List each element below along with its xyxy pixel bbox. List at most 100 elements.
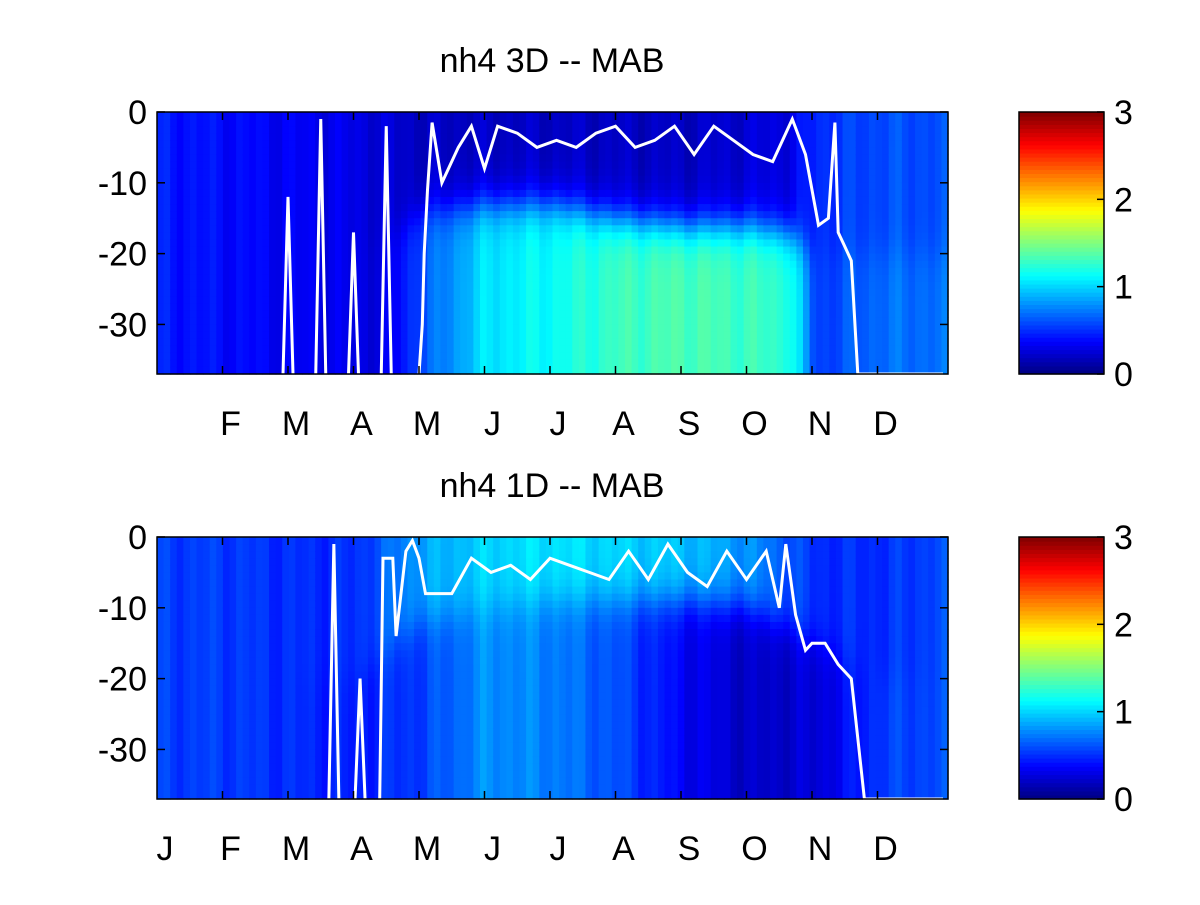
heatmap-cell <box>579 360 586 368</box>
heatmap-cell <box>783 353 790 361</box>
heatmap-cell <box>816 339 823 347</box>
heatmap-cell <box>414 112 421 120</box>
heatmap-cell <box>513 162 520 170</box>
heatmap-cell <box>177 225 184 233</box>
heatmap-cell <box>375 112 382 120</box>
heatmap-cell <box>427 303 434 311</box>
heatmap-cell <box>157 360 164 368</box>
heatmap-cell <box>585 247 592 255</box>
heatmap-cell <box>750 360 757 368</box>
heatmap-cell <box>849 140 856 148</box>
heatmap-cell <box>816 275 823 283</box>
heatmap-cell <box>157 615 164 623</box>
heatmap-cell <box>480 353 487 361</box>
heatmap-cell <box>539 332 546 340</box>
heatmap-cell <box>671 332 678 340</box>
heatmap-cell <box>816 247 823 255</box>
heatmap-cell <box>829 211 836 219</box>
heatmap-cell <box>546 254 553 262</box>
heatmap-cell <box>592 275 599 283</box>
heatmap-cell <box>309 204 316 212</box>
heatmap-cell <box>190 728 197 736</box>
heatmap-cell <box>790 190 797 198</box>
heatmap-cell <box>757 162 764 170</box>
heatmap-cell <box>493 275 500 283</box>
heatmap-cell <box>559 162 566 170</box>
heatmap-cell <box>467 353 474 361</box>
heatmap-cell <box>744 211 751 219</box>
heatmap-cell <box>770 119 777 127</box>
heatmap-cell <box>190 544 197 552</box>
heatmap-cell <box>717 332 724 340</box>
heatmap-cell <box>210 183 217 191</box>
heatmap-cell <box>328 183 335 191</box>
heatmap-cell <box>434 268 441 276</box>
heatmap-cell <box>902 268 909 276</box>
heatmap-cell <box>869 169 876 177</box>
heatmap-cell <box>375 176 382 184</box>
heatmap-cell <box>203 247 210 255</box>
heatmap-cell <box>401 211 408 219</box>
heatmap-cell <box>157 225 164 233</box>
heatmap-cell <box>704 254 711 262</box>
heatmap-cell <box>875 112 882 120</box>
heatmap-cell <box>190 693 197 701</box>
heatmap-cell <box>612 282 619 290</box>
x-tick-label: M <box>413 405 441 443</box>
heatmap-cell <box>368 247 375 255</box>
heatmap-cell <box>368 296 375 304</box>
heatmap-cell <box>770 332 777 340</box>
heatmap-cell <box>170 140 177 148</box>
heatmap-cell <box>190 303 197 311</box>
heatmap-cell <box>935 310 942 318</box>
heatmap-cell <box>816 310 823 318</box>
heatmap-cell <box>197 204 204 212</box>
heatmap-cell <box>157 565 164 573</box>
heatmap-cell <box>632 133 639 141</box>
heatmap-cell <box>487 317 494 325</box>
heatmap-cell <box>915 232 922 240</box>
heatmap-cell <box>375 225 382 233</box>
heatmap-cell <box>355 112 362 120</box>
heatmap-cell <box>230 587 237 595</box>
heatmap-cell <box>164 204 171 212</box>
heatmap-cell <box>210 140 217 148</box>
heatmap-cell <box>216 140 223 148</box>
heatmap-cell <box>810 332 817 340</box>
heatmap-cell <box>625 218 632 226</box>
heatmap-cell <box>216 339 223 347</box>
heatmap-cell <box>645 261 652 269</box>
heatmap-cell <box>302 339 309 347</box>
heatmap-cell <box>170 636 177 644</box>
heatmap-cell <box>889 169 896 177</box>
heatmap-cell <box>197 176 204 184</box>
colorbar-swatch <box>1019 272 1104 277</box>
heatmap-cell <box>236 218 243 226</box>
heatmap-cell <box>777 289 784 297</box>
heatmap-cell <box>506 303 513 311</box>
heatmap-cell <box>309 275 316 283</box>
heatmap-cell <box>256 112 263 120</box>
heatmap-cell <box>810 346 817 354</box>
heatmap-cell <box>190 225 197 233</box>
heatmap-cell <box>882 133 889 141</box>
heatmap-cell <box>210 211 217 219</box>
heatmap-cell <box>335 332 342 340</box>
colorbar-swatch <box>1019 309 1104 314</box>
heatmap-cell <box>684 197 691 205</box>
heatmap-cell <box>915 261 922 269</box>
heatmap-cell <box>836 133 843 141</box>
heatmap-cell <box>895 247 902 255</box>
heatmap-cell <box>177 558 184 566</box>
heatmap-cell <box>289 140 296 148</box>
heatmap-cell <box>230 112 237 120</box>
heatmap-cell <box>605 346 612 354</box>
heatmap-cell <box>447 317 454 325</box>
heatmap-cell <box>849 176 856 184</box>
heatmap-cell <box>203 544 210 552</box>
heatmap-cell <box>487 296 494 304</box>
heatmap-cell <box>513 169 520 177</box>
heatmap-cell <box>869 176 876 184</box>
heatmap-cell <box>368 254 375 262</box>
heatmap-cell <box>546 154 553 162</box>
